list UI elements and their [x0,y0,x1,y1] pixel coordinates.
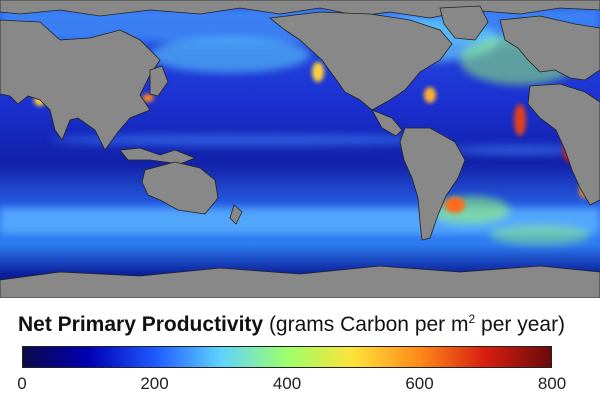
se-asia-islands [119,147,197,165]
greenland [439,5,489,41]
south-america [399,127,466,241]
colorbar-tick-label: 400 [272,374,302,393]
asia-left [0,19,161,151]
land [0,0,600,298]
world-map-svg [0,0,600,298]
colorbar [22,346,552,368]
australia [141,161,219,215]
colorbar-tick-label: 200 [140,374,169,393]
colorbar-tick-label: 800 [537,374,567,393]
legend-title-units: (grams Carbon per m2 per year) [268,312,566,336]
legend-title-main: Net Primary Productivity [18,313,264,336]
antarctica [0,265,600,298]
colorbar-tick-label: 600 [405,374,434,393]
productivity-map [0,0,600,298]
legend-title-open: (grams Carbon per m [268,313,469,336]
new-zealand [229,204,243,225]
legend-title: Net Primary Productivity (grams Carbon p… [18,312,565,337]
legend: Net Primary Productivity (grams Carbon p… [0,298,600,404]
colorbar-tick-label: 0 [17,374,27,393]
legend-title-sup: 2 [468,312,476,326]
japan [149,65,169,97]
central-america [371,109,403,137]
legend-title-close: per year) [475,313,566,336]
north-america [269,11,453,111]
europe [499,15,600,81]
africa [527,83,600,206]
